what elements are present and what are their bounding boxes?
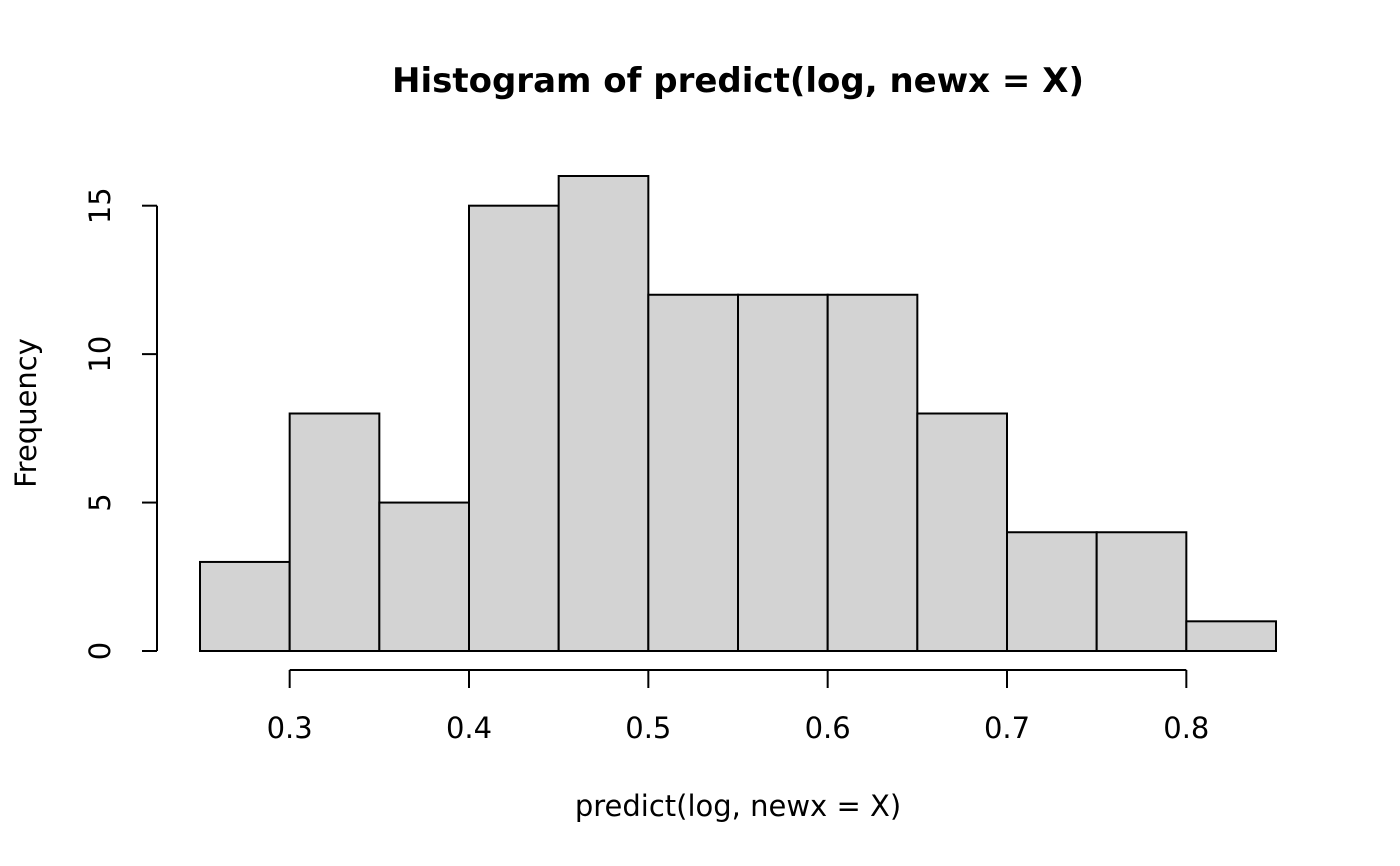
x-tick-label-0.5: 0.5 — [625, 711, 671, 745]
histogram-bar-3 — [378, 501, 471, 652]
histogram-bar-5 — [557, 175, 650, 652]
histogram-bar-6 — [647, 293, 739, 652]
y-tick-label-5: 5 — [83, 493, 117, 511]
histogram-bar-12 — [1185, 620, 1278, 652]
x-axis: 0.3 0.4 0.5 0.6 0.7 0.8 — [267, 669, 1209, 745]
y-axis-label: Frequency — [9, 338, 43, 488]
y-axis: 0 5 10 15 — [83, 187, 158, 660]
x-axis-label: predict(log, newx = X) — [575, 789, 901, 823]
histogram-bar-4 — [468, 204, 560, 652]
chart-title: Histogram of predict(log, newx = X) — [392, 61, 1084, 101]
histogram-bar-11 — [1095, 531, 1188, 652]
histogram-bar-8 — [826, 293, 919, 652]
histogram-bar-2 — [288, 412, 381, 652]
histogram-bar-10 — [1006, 531, 1098, 652]
y-tick-label-0: 0 — [83, 642, 117, 660]
bars-group — [199, 175, 1278, 652]
x-tick-label-0.8: 0.8 — [1163, 711, 1209, 745]
histogram-bar-1 — [199, 560, 291, 652]
x-tick-label-0.6: 0.6 — [805, 711, 851, 745]
x-tick-label-0.3: 0.3 — [267, 711, 313, 745]
x-tick-label-0.4: 0.4 — [446, 711, 492, 745]
y-tick-label-15: 15 — [83, 187, 117, 224]
x-tick-label-0.7: 0.7 — [984, 711, 1030, 745]
histogram-bar-7 — [737, 293, 829, 652]
y-tick-label-10: 10 — [83, 336, 117, 373]
histogram-bar-9 — [916, 412, 1008, 652]
